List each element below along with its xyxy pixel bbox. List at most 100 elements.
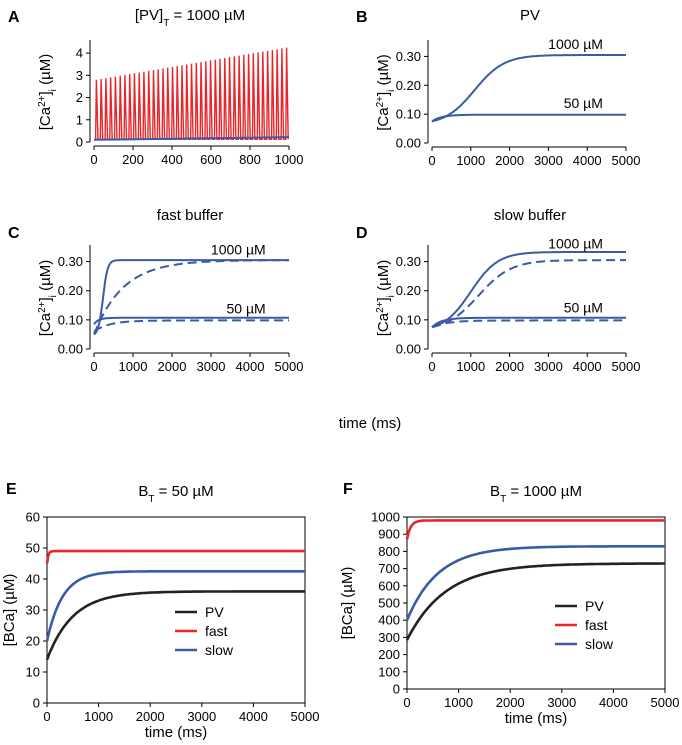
x-tick-label: 3000 — [534, 359, 563, 374]
y-tick-label: 0 — [33, 696, 40, 711]
y-tick-label: 0.10 — [396, 312, 421, 327]
x-tick-label: 5000 — [612, 153, 641, 168]
x-tick-label: 3000 — [534, 153, 563, 168]
x-tick-label: 200 — [122, 152, 144, 167]
y-tick-label: 0.00 — [396, 136, 421, 151]
y-tick-label: 0 — [393, 682, 400, 697]
x-tick-label: 5000 — [275, 359, 304, 374]
x-tick-label: 400 — [161, 152, 183, 167]
y-tick-label: 0.30 — [58, 254, 83, 269]
panel-a: A [PV]T = 1000 µM [Ca2+]i (µM) 0 1 2 3 4 0 200 400… — [8, 7, 303, 167]
panel-title: fast buffer — [157, 207, 223, 224]
curve-annotation: 50 µM — [564, 95, 603, 111]
y-tick-label: 0.30 — [396, 49, 421, 64]
shared-xlabel: time (ms) — [339, 415, 402, 432]
x-tick-label: 0 — [428, 359, 435, 374]
y-tick-label: 0.20 — [396, 283, 421, 298]
panel-title: PV — [520, 7, 540, 24]
y-tick-label: 40 — [26, 572, 40, 587]
y-tick-label: 400 — [378, 613, 400, 628]
x-tick-label: 4000 — [573, 153, 602, 168]
y-tick-label: 0.30 — [396, 254, 421, 269]
x-tick-label: 4000 — [573, 359, 602, 374]
series-50-m-dashed — [431, 319, 626, 329]
x-tick-label: 0 — [90, 359, 97, 374]
panel-label: C — [8, 225, 20, 242]
series-1000-m-solid — [431, 251, 626, 329]
x-tick-label: 3000 — [197, 359, 226, 374]
legend-label: PV — [585, 598, 604, 614]
legend-label: fast — [585, 617, 608, 633]
panel-label: D — [356, 225, 368, 242]
x-tick-label: 1000 — [275, 152, 304, 167]
y-tick-label: 20 — [26, 634, 40, 649]
x-tick-label: 2000 — [496, 695, 525, 710]
y-tick-label: 1000 — [371, 510, 400, 525]
y-axis-label: [Ca2+]i (µM) — [37, 260, 59, 336]
x-tick-label: 4000 — [236, 359, 265, 374]
y-tick-label: 1 — [76, 112, 83, 127]
panel-label: F — [343, 481, 353, 498]
x-tick-label: 0 — [428, 153, 435, 168]
x-tick-label: 1000 — [444, 695, 473, 710]
x-tick-label: 2000 — [495, 359, 524, 374]
x-tick-label: 5000 — [612, 359, 641, 374]
legend-label: fast — [205, 623, 228, 639]
series-slow — [405, 545, 665, 621]
series-1000-m-dashed — [431, 259, 626, 329]
y-tick-label: 0.00 — [396, 342, 421, 357]
x-tick-label: 1000 — [456, 153, 485, 168]
y-tick-label: 10 — [26, 665, 40, 680]
series-50-m — [431, 113, 626, 123]
y-tick-label: 60 — [26, 510, 40, 525]
series-fast — [45, 549, 305, 564]
y-tick-label: 0.10 — [396, 107, 421, 122]
y-tick-label: 700 — [378, 561, 400, 576]
x-tick-label: 2000 — [136, 709, 165, 724]
y-axis-label: [Ca2+]i (µM) — [375, 260, 397, 336]
y-tick-label: 600 — [378, 578, 400, 593]
y-tick-label: 2 — [76, 90, 83, 105]
y-tick-label: 0.20 — [396, 78, 421, 93]
y-tick-label: 0.20 — [58, 283, 83, 298]
y-tick-label: 4 — [76, 46, 83, 61]
panel-label: B — [356, 9, 368, 26]
panel-title: BT = 50 µM — [138, 483, 213, 505]
panel-label: E — [6, 481, 17, 498]
panel-title: BT = 1000 µM — [490, 483, 582, 505]
panel-label: A — [8, 9, 20, 26]
x-tick-label: 0 — [43, 709, 50, 724]
x-tick-label: 0 — [403, 695, 410, 710]
x-tick-label: 2000 — [495, 153, 524, 168]
series-pv — [405, 562, 665, 641]
y-tick-label: 3 — [76, 68, 83, 83]
panel-title: slow buffer — [494, 207, 566, 224]
x-axis-label: time (ms) — [145, 724, 208, 741]
curve-annotation: 1000 µM — [548, 235, 603, 251]
panel-b: B PV [Ca2+]i (µM) 0.00 0.10 0.20 0.30 0 1000 2000… — [356, 7, 640, 168]
legend-label: slow — [585, 636, 614, 652]
x-tick-label: 4000 — [239, 709, 268, 724]
legend-label: slow — [205, 642, 234, 658]
y-tick-label: 100 — [378, 664, 400, 679]
series-1000-m-dashed — [93, 259, 289, 335]
legend-label: PV — [205, 604, 224, 620]
series-50-m-solid — [431, 316, 626, 328]
plot-frame — [46, 516, 306, 704]
y-axis-label: [BCa] (µM) — [339, 567, 356, 640]
x-tick-label: 3000 — [547, 695, 576, 710]
y-tick-label: 30 — [26, 603, 40, 618]
x-tick-label: 1000 — [84, 709, 113, 724]
panel-f: F BT = 1000 µM [BCa] (µM) 0 100 200 300 400 500 6… — [339, 481, 679, 727]
curve-annotation: 1000 µM — [548, 36, 603, 52]
x-tick-label: 5000 — [291, 709, 320, 724]
x-tick-label: 0 — [90, 152, 97, 167]
series-1000-m-solid — [93, 259, 289, 336]
x-tick-label: 800 — [239, 152, 261, 167]
x-tick-label: 5000 — [651, 695, 680, 710]
series-1000-m — [431, 54, 626, 123]
y-tick-label: 200 — [378, 647, 400, 662]
x-tick-label: 600 — [200, 152, 222, 167]
